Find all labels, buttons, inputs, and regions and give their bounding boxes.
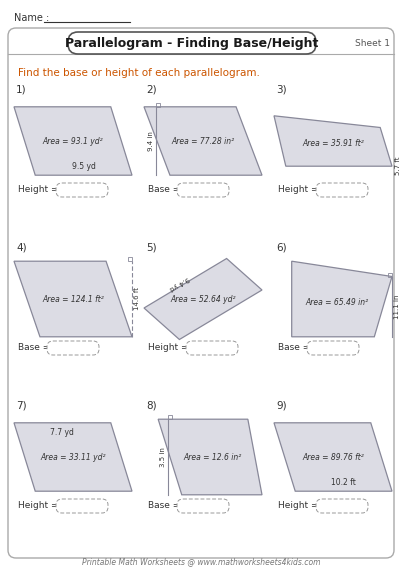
Text: 6): 6): [275, 242, 286, 252]
Text: 7): 7): [16, 400, 26, 410]
Text: 5.7 ft: 5.7 ft: [394, 157, 400, 176]
Text: 8): 8): [146, 400, 156, 410]
Text: 9.4 in: 9.4 in: [148, 131, 154, 151]
Text: Height =: Height =: [148, 343, 188, 352]
FancyBboxPatch shape: [47, 341, 99, 355]
FancyBboxPatch shape: [306, 341, 358, 355]
Text: Area = 77.28 in²: Area = 77.28 in²: [171, 137, 234, 145]
Text: Height =: Height =: [18, 502, 59, 510]
Polygon shape: [144, 258, 261, 339]
Text: Area = 52.64 yd²: Area = 52.64 yd²: [170, 294, 235, 304]
Bar: [168, 415, 172, 419]
Text: 11.1 in: 11.1 in: [393, 294, 399, 319]
Text: 7.7 yd: 7.7 yd: [50, 428, 74, 437]
Polygon shape: [14, 107, 132, 175]
FancyBboxPatch shape: [315, 183, 367, 197]
Text: Height =: Height =: [277, 502, 318, 510]
Polygon shape: [158, 419, 261, 495]
Text: 3): 3): [275, 84, 286, 94]
Text: Area = 124.1 ft²: Area = 124.1 ft²: [42, 294, 103, 304]
Text: Area = 12.6 in²: Area = 12.6 in²: [183, 452, 241, 461]
Bar: [156, 103, 160, 107]
Text: 9.4 yd: 9.4 yd: [168, 275, 190, 292]
Text: Name :: Name :: [14, 13, 52, 23]
FancyBboxPatch shape: [56, 183, 108, 197]
FancyBboxPatch shape: [8, 28, 393, 558]
Text: 10.2 ft: 10.2 ft: [330, 478, 355, 487]
Text: Height =: Height =: [277, 185, 318, 195]
Text: Printable Math Worksheets @ www.mathworksheets4kids.com: Printable Math Worksheets @ www.mathwork…: [81, 557, 320, 567]
Polygon shape: [14, 261, 132, 337]
Text: Area = 93.1 yd²: Area = 93.1 yd²: [43, 137, 103, 145]
Polygon shape: [14, 423, 132, 491]
FancyBboxPatch shape: [68, 32, 315, 54]
Text: Sheet 1: Sheet 1: [354, 38, 389, 48]
FancyBboxPatch shape: [176, 183, 229, 197]
Text: 3.5 in: 3.5 in: [160, 447, 166, 467]
Text: 5): 5): [146, 242, 156, 252]
Text: Base =: Base =: [18, 343, 50, 352]
FancyBboxPatch shape: [56, 499, 108, 513]
Text: Area = 65.49 in²: Area = 65.49 in²: [305, 298, 368, 307]
Text: 2): 2): [146, 84, 156, 94]
Text: 1): 1): [16, 84, 26, 94]
Text: 9): 9): [275, 400, 286, 410]
Text: Height =: Height =: [18, 185, 59, 195]
Text: Area = 35.91 ft²: Area = 35.91 ft²: [302, 139, 363, 149]
Text: Base =: Base =: [148, 185, 180, 195]
FancyBboxPatch shape: [176, 499, 229, 513]
Text: Area = 89.76 ft²: Area = 89.76 ft²: [302, 452, 363, 461]
Text: Area = 33.11 yd²: Area = 33.11 yd²: [40, 452, 105, 461]
Polygon shape: [144, 107, 261, 175]
Text: 14.6 ft: 14.6 ft: [134, 288, 140, 311]
Polygon shape: [273, 423, 391, 491]
Text: Base =: Base =: [148, 502, 180, 510]
Bar: [128, 257, 132, 261]
Polygon shape: [291, 261, 391, 337]
FancyBboxPatch shape: [315, 499, 367, 513]
Polygon shape: [273, 116, 391, 166]
Text: Base =: Base =: [277, 343, 310, 352]
Text: 9.5 yd: 9.5 yd: [71, 162, 95, 171]
Text: Parallelogram - Finding Base/Height: Parallelogram - Finding Base/Height: [65, 37, 318, 49]
Text: 4): 4): [16, 242, 26, 252]
Bar: [387, 273, 391, 277]
FancyBboxPatch shape: [186, 341, 237, 355]
Text: Find the base or height of each parallelogram.: Find the base or height of each parallel…: [18, 68, 259, 78]
